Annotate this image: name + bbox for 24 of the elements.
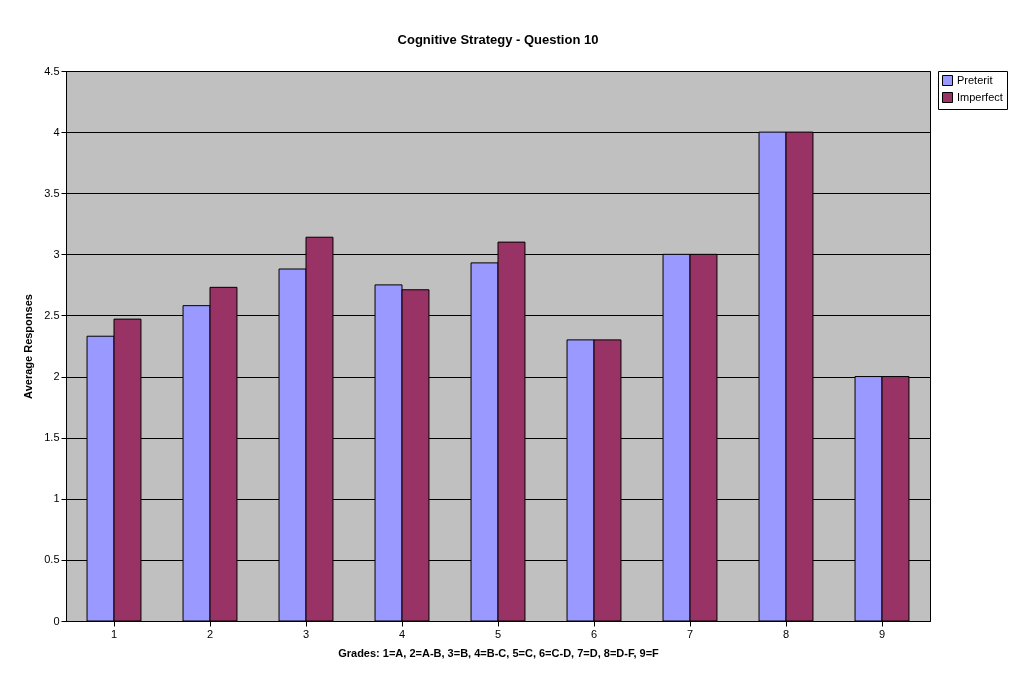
x-tick-label: 7 xyxy=(686,627,694,640)
y-tick-label: 2.5 xyxy=(44,308,60,321)
x-tick-label: 9 xyxy=(878,627,886,640)
y-tick-label: 4.5 xyxy=(44,64,60,77)
y-tick-label: 1 xyxy=(53,492,60,505)
y-tick-label: 2 xyxy=(53,370,60,383)
y-tick-label: 3 xyxy=(53,247,60,260)
legend-label: Imperfect xyxy=(957,90,1003,103)
y-tick-label: 4 xyxy=(53,125,60,138)
y-tick-label: 1.5 xyxy=(44,431,60,444)
y-axis-title: Average Responses xyxy=(22,294,35,399)
y-tick-label: 0.5 xyxy=(44,553,60,566)
x-tick-label: 5 xyxy=(494,627,502,640)
chart-title: Cognitive Strategy - Question 10 xyxy=(397,32,599,47)
x-tick-label: 3 xyxy=(302,627,310,640)
legend-label: Preterit xyxy=(957,73,993,86)
x-tick-label: 8 xyxy=(782,627,790,640)
x-tick-label: 6 xyxy=(590,627,598,640)
x-tick-label: 2 xyxy=(206,627,214,640)
x-tick-label: 1 xyxy=(110,627,118,640)
y-tick-label: 0 xyxy=(53,614,60,627)
x-axis-title: Grades: 1=A, 2=A-B, 3=B, 4=B-C, 5=C, 6=C-D, 7=D, 8=D-F, 9=F xyxy=(338,646,660,659)
x-tick-label: 4 xyxy=(398,627,406,640)
y-tick-label: 3.5 xyxy=(44,186,60,199)
